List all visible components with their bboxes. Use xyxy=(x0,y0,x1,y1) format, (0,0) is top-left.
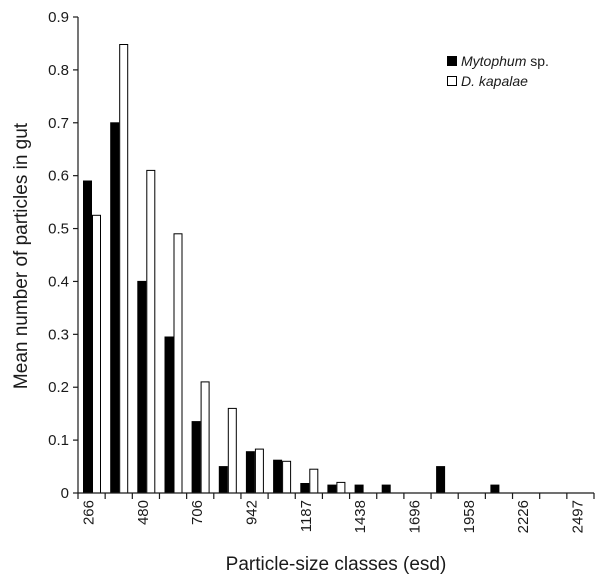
bar-mytophum xyxy=(273,459,283,494)
x-tick-label: 706 xyxy=(189,500,206,525)
bar-kapalae xyxy=(173,233,183,494)
x-tick-label: 1187 xyxy=(298,500,315,532)
x-tick-label: 2497 xyxy=(569,500,586,533)
bar-mytophum xyxy=(436,466,446,494)
y-tick-label: 0.4 xyxy=(48,273,69,290)
y-tick-label: 0.9 xyxy=(48,9,69,26)
x-tick-label: 1438 xyxy=(352,500,369,533)
y-tick-label: 0.1 xyxy=(48,432,69,449)
x-axis-ticks: 266 480 706 942 1187 1438 1696 1958 2226 2497 xyxy=(77,493,595,533)
bar-kapalae xyxy=(200,381,210,494)
bars-kapalae-series xyxy=(92,44,346,494)
x-tick-label: 480 xyxy=(135,500,152,525)
x-tick-label: 942 xyxy=(244,500,261,525)
bar-kapalae xyxy=(119,44,129,494)
bar-kapalae xyxy=(254,448,264,494)
legend-label-mytophum: Mytophum sp. xyxy=(461,53,549,69)
legend-name-mytophum: Mytophum xyxy=(461,53,527,69)
bar-mytophum xyxy=(245,451,255,494)
bar-mytophum xyxy=(300,483,310,494)
y-axis-title: Mean number of particles in gut xyxy=(11,122,32,389)
x-axis-title: Particle-size classes (esd) xyxy=(226,554,447,575)
bar-kapalae xyxy=(92,214,101,494)
bar-kapalae xyxy=(282,460,292,494)
bar-kapalae xyxy=(309,468,319,494)
bar-mytophum xyxy=(327,484,337,494)
y-tick-label: 0.8 xyxy=(48,62,69,79)
bar-mytophum xyxy=(490,484,500,494)
bars-mytophum-series xyxy=(83,122,500,494)
bar-mytophum xyxy=(110,122,120,494)
legend-label-kapalae: D. kapalae xyxy=(461,73,528,89)
legend: Mytophum sp. D. kapalae xyxy=(447,53,549,89)
x-tick-label: 1958 xyxy=(461,500,478,533)
bar-mytophum xyxy=(381,484,391,494)
y-tick-label: 0.5 xyxy=(48,221,69,238)
bar-kapalae xyxy=(336,481,346,494)
y-tick-label: 0.7 xyxy=(48,115,69,132)
y-tick-label: 0 xyxy=(61,485,69,502)
bar-mytophum xyxy=(164,336,174,494)
bar-mytophum xyxy=(137,280,147,494)
bar-kapalae xyxy=(146,169,156,494)
y-axis-ticks: 0 0.1 0.2 0.3 0.4 0.5 0.6 0.7 0.8 0.9 xyxy=(48,9,78,502)
y-tick-label: 0.6 xyxy=(48,168,69,185)
y-tick-label: 0.3 xyxy=(48,326,69,343)
axes xyxy=(77,17,594,494)
x-tick-label: 1696 xyxy=(407,500,424,533)
bar-mytophum xyxy=(191,421,201,494)
x-tick-label: 2226 xyxy=(515,500,532,533)
x-tick-label: 266 xyxy=(81,500,98,525)
bar-mytophum xyxy=(83,180,92,494)
legend-suffix-mytophum: sp. xyxy=(526,53,549,69)
bar-kapalae xyxy=(227,407,237,494)
legend-swatch-mytophum xyxy=(447,56,457,66)
bar-mytophum xyxy=(218,466,228,494)
bar-mytophum xyxy=(354,484,364,494)
legend-swatch-kapalae xyxy=(447,76,457,86)
y-tick-label: 0.2 xyxy=(48,379,69,396)
legend-name-kapalae: D. kapalae xyxy=(461,73,528,89)
